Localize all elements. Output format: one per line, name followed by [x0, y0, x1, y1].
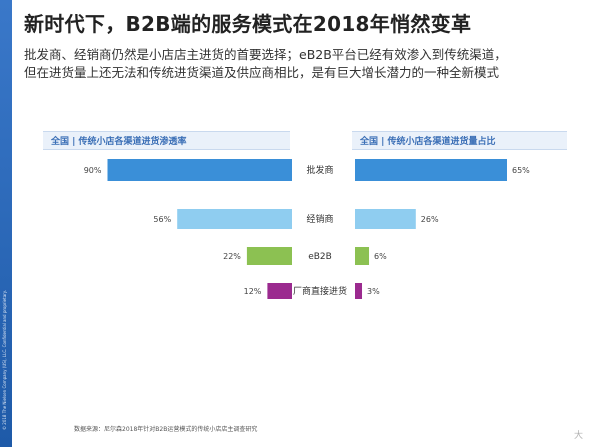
left-bar-value-4: 12% [244, 287, 262, 296]
watermark: 大 [574, 431, 584, 441]
slide-subtitle: 批发商、经销商仍然是小店店主进货的首要选择；eB2B平台已经有效渗入到传统渠道，… [24, 46, 594, 82]
right-bar-2 [355, 209, 416, 229]
right-bar-value-4: 3% [367, 287, 380, 296]
category-label-3: eB2B [308, 252, 332, 262]
left-bar-1 [107, 159, 292, 181]
slide-title: 新时代下，B2B端的服务模式在2018年悄然变革 [24, 12, 472, 36]
right-bar-value-2: 26% [421, 215, 439, 224]
left-chart-title: 全国 | 传统小店各渠道进货渗透率 [51, 137, 187, 147]
left-bar-4 [267, 283, 292, 299]
right-chart-header: 全国 | 传统小店各渠道进货量占比 [352, 131, 567, 150]
left-bar-3 [246, 247, 292, 265]
right-chart-title: 全国 | 传统小店各渠道进货量占比 [360, 137, 496, 147]
subtitle-line-1: 批发商、经销商仍然是小店店主进货的首要选择；eB2B平台已经有效渗入到传统渠道， [24, 47, 507, 62]
right-bar-value-1: 65% [512, 166, 530, 175]
right-bar-4 [355, 283, 363, 299]
subtitle-line-2: 但在进货量上还无法和传统进货渠道及供应商相比，是有巨大增长潜力的一种全新模式 [24, 65, 500, 80]
source-note: 数据来源：尼尔森2018年针对B2B运营模式的传统小店店主调查研究 [74, 426, 258, 433]
category-label-2: 经销商 [306, 213, 333, 225]
right-bar-value-3: 6% [374, 252, 387, 261]
right-bar-3 [355, 247, 370, 265]
right-bar-1 [355, 159, 507, 181]
left-accent-strip: © 2018 The Nielsen Company (US), LLC. Co… [0, 0, 12, 447]
category-label-4: 厂商直接进货 [293, 285, 347, 297]
left-bar-2 [177, 209, 292, 229]
left-bar-value-1: 90% [84, 166, 102, 175]
left-chart-header: 全国 | 传统小店各渠道进货渗透率 [43, 131, 290, 150]
left-bar-value-2: 56% [153, 215, 171, 224]
left-bar-value-3: 22% [223, 252, 241, 261]
category-label-1: 批发商 [306, 164, 333, 176]
